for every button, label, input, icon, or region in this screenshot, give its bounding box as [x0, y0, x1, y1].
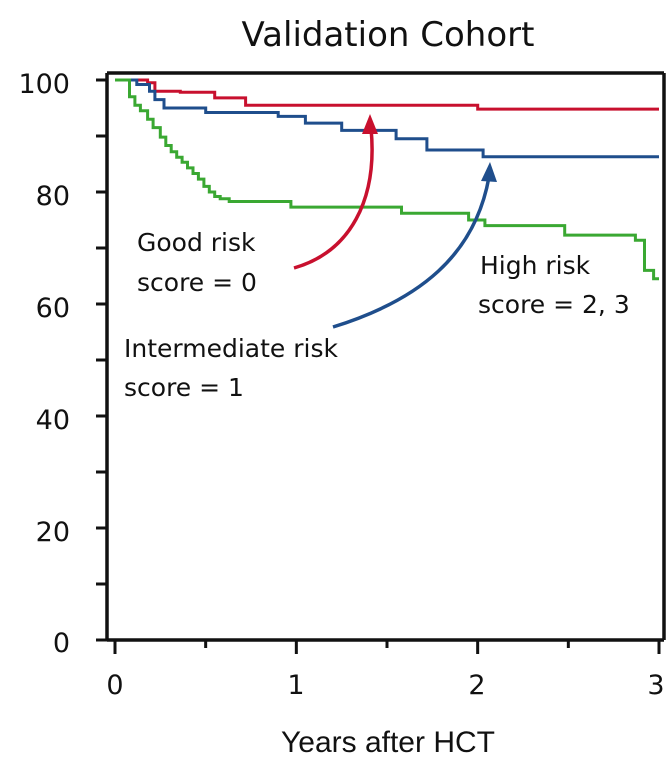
- y-tick-label-100: 100: [18, 69, 70, 100]
- y-tick-label-40: 40: [36, 405, 70, 436]
- good-risk-arrow: [293, 127, 374, 270]
- series-line-good-risk: [115, 78, 659, 111]
- intermediate-risk-arrow: [332, 176, 491, 329]
- good-risk-label-line2: score = 0: [137, 268, 257, 297]
- intermediate-risk-arrowhead: [481, 162, 497, 182]
- x-tick-label-1: 1: [287, 670, 304, 701]
- x-tick-label-2: 2: [468, 670, 485, 701]
- high-risk-label-line1: High risk: [480, 251, 591, 280]
- y-tick-label-20: 20: [36, 517, 70, 548]
- series-line-high-risk: [115, 78, 659, 281]
- intermediate-risk-label-line1: Intermediate risk: [124, 334, 338, 363]
- good-risk-label-line1: Good risk: [137, 228, 256, 257]
- x-tick-label-3: 3: [647, 670, 664, 701]
- intermediate-risk-label-line2: score = 1: [124, 373, 244, 402]
- x-axis-label: Years after HCT: [281, 726, 495, 759]
- series-line-intermediate-risk: [115, 78, 659, 159]
- y-tick-label-0: 0: [53, 628, 70, 659]
- x-tick-label-0: 0: [106, 670, 123, 701]
- high-risk-label-line2: score = 2, 3: [478, 290, 630, 319]
- y-tick-label-60: 60: [36, 293, 70, 324]
- chart-title: Validation Cohort: [242, 15, 535, 55]
- y-tick-label-80: 80: [36, 181, 70, 212]
- good-risk-arrowhead: [362, 114, 378, 134]
